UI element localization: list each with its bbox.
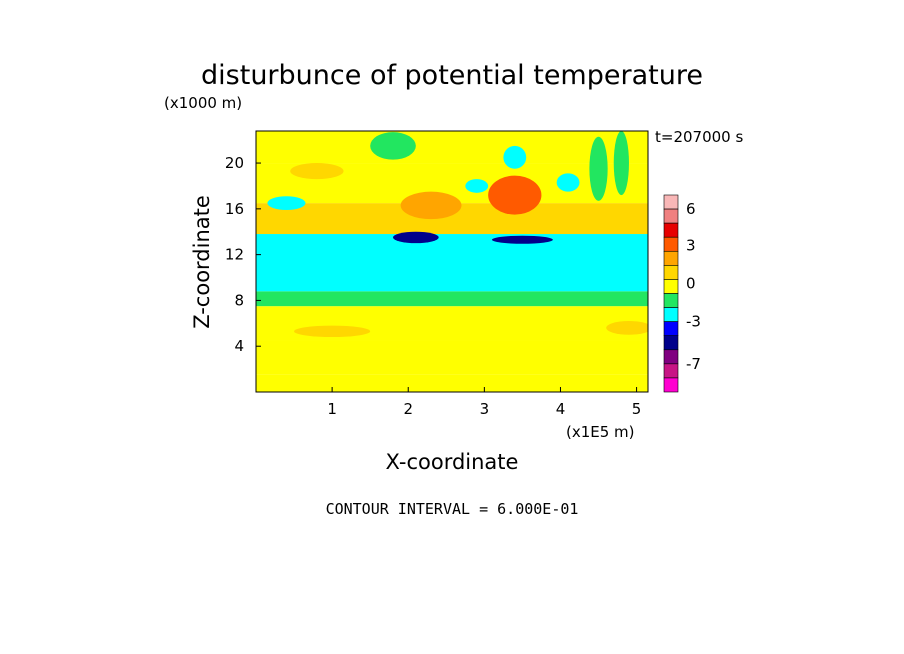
field-band (256, 340, 648, 375)
y-tick-label: 20 (225, 154, 244, 172)
colorbar (663, 194, 679, 393)
y-multiplier-label: (x1000 m) (164, 94, 242, 112)
contour-interval-text: CONTOUR INTERVAL = 6.000E-01 (326, 500, 579, 518)
colorbar-swatch (663, 265, 679, 280)
field-anomaly (556, 173, 580, 192)
y-axis-label: Z-coordinate (190, 195, 214, 329)
colorbar-swatch (663, 321, 679, 337)
x-tick-label: 2 (403, 400, 413, 418)
field-anomaly (267, 196, 306, 210)
colorbar-swatch (663, 208, 679, 224)
colorbar-label: -7 (686, 355, 701, 373)
x-multiplier-label: (x1E5 m) (566, 423, 635, 441)
chart-title: disturbunce of potential temperature (201, 60, 703, 91)
field-anomaly (393, 231, 439, 244)
field-anomaly (488, 175, 542, 215)
colorbar-swatch (663, 377, 679, 393)
colorbar-swatch (663, 236, 679, 252)
field-anomaly (491, 235, 553, 244)
y-tick-label: 16 (225, 200, 244, 218)
y-tick-label: 8 (234, 291, 244, 309)
field-anomaly (589, 136, 608, 201)
field-anomaly (294, 325, 371, 338)
colorbar-label: 6 (686, 200, 696, 218)
x-axis-ticks: 1 2 3 4 5 (327, 387, 641, 418)
field-anomaly (503, 145, 527, 169)
colorbar-label: 3 (686, 237, 696, 255)
field-anomaly (606, 321, 648, 335)
field-band (256, 234, 648, 292)
x-tick-label: 5 (632, 400, 642, 418)
colorbar-label: 0 (686, 275, 696, 293)
field-anomaly (400, 191, 462, 220)
y-axis-ticks: 4 8 12 16 20 (225, 154, 261, 355)
colorbar-swatch (663, 363, 679, 379)
field-anomaly (290, 163, 344, 180)
colorbar-swatch (663, 335, 679, 351)
plot-area (255, 130, 649, 393)
field-band (256, 374, 648, 392)
colorbar-labels: 6 3 0 -3 -7 (686, 200, 701, 373)
colorbar-swatch (663, 279, 679, 294)
colorbar-swatch (663, 222, 679, 238)
colorbar-swatch (663, 250, 679, 266)
field-anomaly (613, 131, 629, 196)
field-anomaly (465, 179, 489, 193)
plot-frame (255, 130, 649, 393)
x-tick-label: 4 (556, 400, 566, 418)
field-band (256, 291, 648, 307)
colorbar-swatch (663, 307, 679, 322)
colorbar-swatch (663, 194, 679, 210)
x-tick-label: 3 (480, 400, 490, 418)
y-tick-label: 4 (234, 337, 244, 355)
field-band (256, 131, 648, 164)
x-tick-label: 1 (327, 400, 337, 418)
colorbar-label: -3 (686, 313, 701, 331)
colorbar-swatch (663, 349, 679, 365)
colorbar-swatch (663, 293, 679, 308)
field-anomaly (370, 132, 416, 160)
time-label: t=207000 s (655, 128, 743, 146)
x-axis-label: X-coordinate (386, 450, 519, 474)
y-tick-label: 12 (225, 246, 244, 264)
